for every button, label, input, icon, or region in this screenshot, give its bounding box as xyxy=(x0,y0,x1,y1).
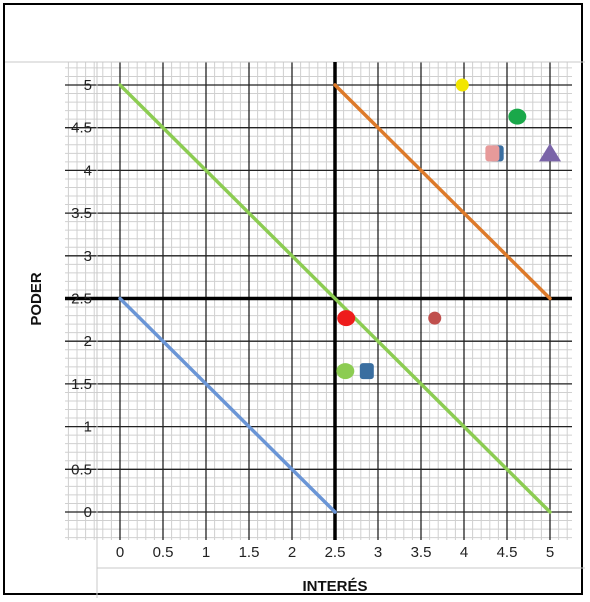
y-tick-label: 5 xyxy=(84,77,92,94)
x-tick-label: 2.5 xyxy=(325,544,346,561)
x-tick-label: 3 xyxy=(374,544,382,561)
x-tick-label: 1.5 xyxy=(239,544,260,561)
y-tick-label: 1.5 xyxy=(71,376,92,393)
y-tick-label: 4 xyxy=(84,162,92,179)
data-point-4 xyxy=(485,145,500,162)
data-point-8 xyxy=(336,363,355,380)
y-axis-title: PODER xyxy=(28,272,45,326)
data-points xyxy=(336,78,561,380)
x-tick-label: 4 xyxy=(460,544,468,561)
data-point-1 xyxy=(455,78,469,92)
x-tick-label: 0.5 xyxy=(153,544,174,561)
y-tick-label: 0 xyxy=(84,504,92,521)
x-tick-label: 5 xyxy=(546,544,554,561)
diagonal-line-1 xyxy=(118,296,337,514)
y-tick-label: 3 xyxy=(84,248,92,265)
diagonal-line-3 xyxy=(333,83,552,301)
y-tick-label: 0.5 xyxy=(71,461,92,478)
x-tick-label: 0 xyxy=(116,544,124,561)
tick-labels: 0 0.5 1 1.5 2 2.5 3 3.5 4 4.5 5 0 0.5 1 1.5 2 2.5 3 3.5 4 4.… xyxy=(71,77,554,561)
x-tick-label: 4.5 xyxy=(497,544,518,561)
diagonal-lines xyxy=(118,83,552,514)
y-tick-label: 2 xyxy=(84,333,92,350)
x-tick-label: 2 xyxy=(288,544,296,561)
x-tick-label: 3.5 xyxy=(411,544,432,561)
grid xyxy=(5,61,585,598)
diagonal-line-2 xyxy=(118,83,552,514)
quadrant-dividers xyxy=(65,62,572,540)
y-tick-label: 2.5 xyxy=(71,291,92,308)
x-tick-label: 1 xyxy=(202,544,210,561)
x-axis-title: INTERÉS xyxy=(302,578,367,595)
data-point-9 xyxy=(359,363,374,380)
y-tick-label: 1 xyxy=(84,419,92,436)
data-point-5 xyxy=(539,143,561,162)
data-point-6 xyxy=(337,310,356,327)
data-point-7 xyxy=(428,311,442,325)
data-point-2 xyxy=(508,108,527,125)
y-tick-label: 3.5 xyxy=(71,205,92,222)
y-tick-label: 4.5 xyxy=(71,120,92,137)
